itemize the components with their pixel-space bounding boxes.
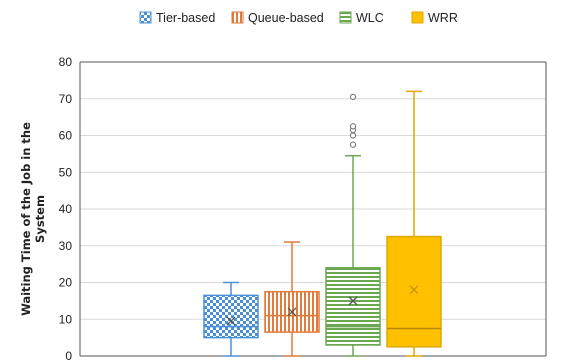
outlier-point bbox=[349, 123, 357, 130]
y-tick-label: 40 bbox=[59, 202, 73, 216]
legend: Tier-based Queue-based WLC WRR bbox=[139, 11, 458, 25]
legend-swatch bbox=[339, 11, 352, 24]
legend-label: Tier-based bbox=[156, 11, 215, 25]
box-iqr bbox=[386, 235, 442, 348]
legend-swatch bbox=[139, 11, 152, 24]
mean-marker bbox=[409, 285, 419, 295]
box-queue-based bbox=[264, 241, 320, 357]
box-wlc bbox=[325, 93, 381, 357]
outlier-point bbox=[349, 132, 357, 139]
y-tick-label: 50 bbox=[59, 165, 73, 179]
y-tick-label: 30 bbox=[59, 239, 73, 253]
box-tier-based bbox=[203, 281, 259, 357]
y-tick-label: 80 bbox=[59, 55, 73, 69]
y-tick-label: 10 bbox=[59, 312, 73, 326]
legend-label: WRR bbox=[428, 11, 458, 25]
gridlines bbox=[80, 61, 546, 320]
legend-swatch bbox=[231, 11, 244, 24]
mean-marker bbox=[287, 307, 297, 317]
y-tick-label: 70 bbox=[59, 92, 73, 106]
outlier-point bbox=[349, 93, 357, 101]
legend-item: WLC bbox=[339, 11, 384, 25]
legend-swatch bbox=[411, 11, 424, 24]
y-tick-label: 0 bbox=[65, 349, 72, 362]
legend-label: Queue-based bbox=[248, 11, 324, 25]
mean-marker bbox=[226, 316, 236, 326]
legend-item: Tier-based bbox=[139, 11, 215, 25]
boxes bbox=[203, 90, 442, 357]
y-axis-label: Waiting Time of the Job in theSystem bbox=[19, 122, 47, 316]
box-iqr bbox=[325, 267, 381, 346]
axes: 0 10 20 30 40 50 60 70 80 bbox=[59, 55, 547, 362]
mean-marker bbox=[348, 296, 358, 306]
y-axis-label-line: Waiting Time of the Job in the bbox=[19, 122, 33, 316]
y-tick-label: 20 bbox=[59, 276, 73, 290]
outlier-point bbox=[349, 141, 357, 148]
legend-item: Queue-based bbox=[231, 11, 324, 25]
legend-item: WRR bbox=[411, 11, 458, 25]
box-iqr bbox=[203, 294, 259, 339]
box-wrr bbox=[386, 90, 442, 357]
legend-label: WLC bbox=[356, 11, 384, 25]
y-axis-label-line: System bbox=[33, 195, 47, 243]
y-tick-label: 60 bbox=[59, 129, 73, 143]
